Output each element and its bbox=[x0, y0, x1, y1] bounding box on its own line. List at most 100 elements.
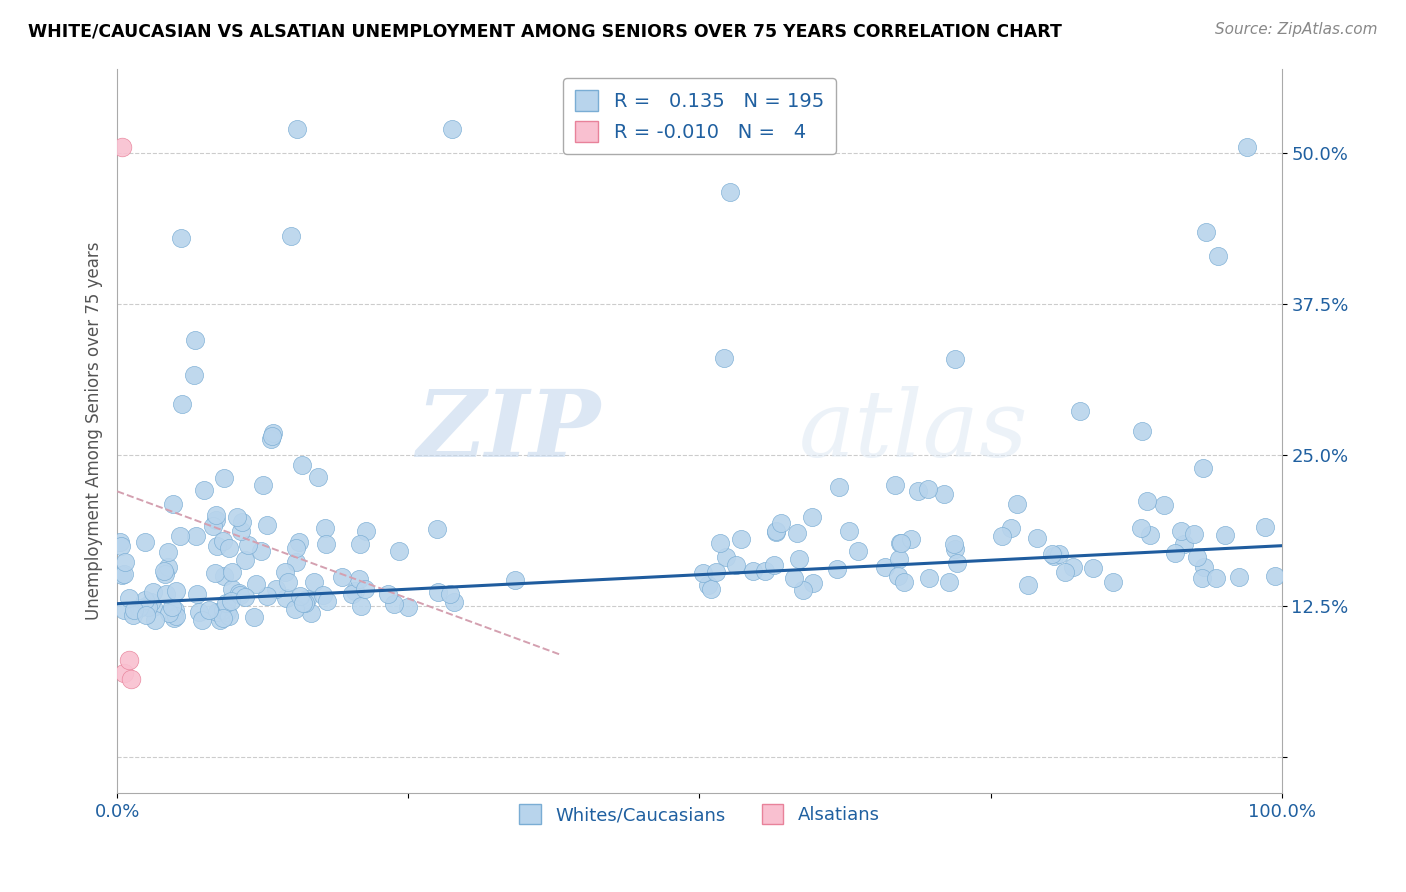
Point bbox=[330, 570, 353, 584]
Point bbox=[212, 471, 235, 485]
Point bbox=[754, 564, 776, 578]
Point bbox=[825, 562, 848, 576]
Point bbox=[1062, 560, 1084, 574]
Point bbox=[343, 583, 366, 598]
Point bbox=[887, 551, 910, 566]
Point bbox=[377, 587, 399, 601]
Point bbox=[157, 606, 180, 620]
Point bbox=[1182, 527, 1205, 541]
Point bbox=[157, 545, 180, 559]
Point bbox=[108, 534, 131, 549]
Point bbox=[124, 603, 146, 617]
Point bbox=[893, 574, 915, 589]
Point bbox=[274, 565, 297, 579]
Point bbox=[218, 541, 240, 555]
Point bbox=[114, 555, 136, 569]
Point bbox=[186, 587, 208, 601]
Point bbox=[304, 574, 326, 589]
Point bbox=[938, 575, 960, 590]
Point bbox=[943, 352, 966, 367]
Point bbox=[112, 602, 135, 616]
Point bbox=[382, 597, 405, 611]
Point bbox=[284, 555, 307, 569]
Point bbox=[907, 484, 929, 499]
Point bbox=[134, 593, 156, 607]
Point bbox=[229, 589, 252, 603]
Point bbox=[846, 544, 869, 558]
Point bbox=[276, 591, 298, 606]
Point bbox=[347, 572, 370, 586]
Point bbox=[128, 600, 150, 615]
Point bbox=[792, 583, 814, 598]
Point bbox=[700, 582, 723, 597]
Point bbox=[1081, 561, 1104, 575]
Point bbox=[122, 608, 145, 623]
Point bbox=[943, 537, 966, 551]
Point bbox=[1047, 547, 1070, 561]
Point bbox=[503, 573, 526, 587]
Point bbox=[1040, 547, 1063, 561]
Point bbox=[141, 595, 163, 609]
Point bbox=[828, 480, 851, 494]
Point bbox=[311, 588, 333, 602]
Point bbox=[112, 665, 135, 680]
Point bbox=[1053, 566, 1076, 580]
Point bbox=[157, 560, 180, 574]
Point bbox=[1102, 574, 1125, 589]
Point bbox=[228, 585, 250, 599]
Point bbox=[838, 524, 860, 538]
Point bbox=[155, 587, 177, 601]
Point bbox=[184, 529, 207, 543]
Point bbox=[714, 549, 737, 564]
Text: WHITE/CAUCASIAN VS ALSATIAN UNEMPLOYMENT AMONG SENIORS OVER 75 YEARS CORRELATION: WHITE/CAUCASIAN VS ALSATIAN UNEMPLOYMENT… bbox=[28, 22, 1062, 40]
Point bbox=[295, 591, 318, 606]
Point bbox=[205, 539, 228, 553]
Point bbox=[730, 532, 752, 546]
Point bbox=[765, 524, 787, 539]
Point bbox=[709, 536, 731, 550]
Point bbox=[1164, 546, 1187, 560]
Point bbox=[142, 585, 165, 599]
Point bbox=[163, 610, 186, 624]
Legend: Whites/Caucasians, Alsatians: Whites/Caucasians, Alsatians bbox=[509, 794, 890, 835]
Point bbox=[153, 566, 176, 581]
Point bbox=[233, 552, 256, 566]
Point bbox=[443, 595, 465, 609]
Point bbox=[356, 524, 378, 538]
Point bbox=[184, 333, 207, 347]
Point bbox=[783, 571, 806, 585]
Point bbox=[135, 599, 157, 614]
Point bbox=[1264, 569, 1286, 583]
Point bbox=[692, 566, 714, 580]
Point bbox=[294, 596, 316, 610]
Point bbox=[1254, 520, 1277, 534]
Point bbox=[765, 524, 787, 538]
Point bbox=[1206, 249, 1229, 263]
Point bbox=[288, 535, 311, 549]
Point bbox=[800, 510, 823, 524]
Point bbox=[165, 584, 187, 599]
Point bbox=[111, 568, 134, 582]
Point bbox=[307, 470, 329, 484]
Point bbox=[932, 487, 955, 501]
Point bbox=[135, 607, 157, 622]
Point bbox=[285, 122, 308, 136]
Point bbox=[212, 603, 235, 617]
Point bbox=[1005, 497, 1028, 511]
Point bbox=[256, 517, 278, 532]
Point bbox=[1192, 461, 1215, 475]
Point bbox=[243, 610, 266, 624]
Point bbox=[211, 533, 233, 548]
Point bbox=[900, 532, 922, 546]
Point bbox=[285, 541, 308, 555]
Point bbox=[1187, 549, 1209, 564]
Point bbox=[197, 603, 219, 617]
Point bbox=[205, 605, 228, 619]
Y-axis label: Unemployment Among Seniors over 75 years: Unemployment Among Seniors over 75 years bbox=[86, 242, 103, 620]
Point bbox=[439, 587, 461, 601]
Point bbox=[231, 516, 253, 530]
Point bbox=[340, 587, 363, 601]
Point bbox=[204, 512, 226, 526]
Point bbox=[1130, 424, 1153, 438]
Point bbox=[801, 575, 824, 590]
